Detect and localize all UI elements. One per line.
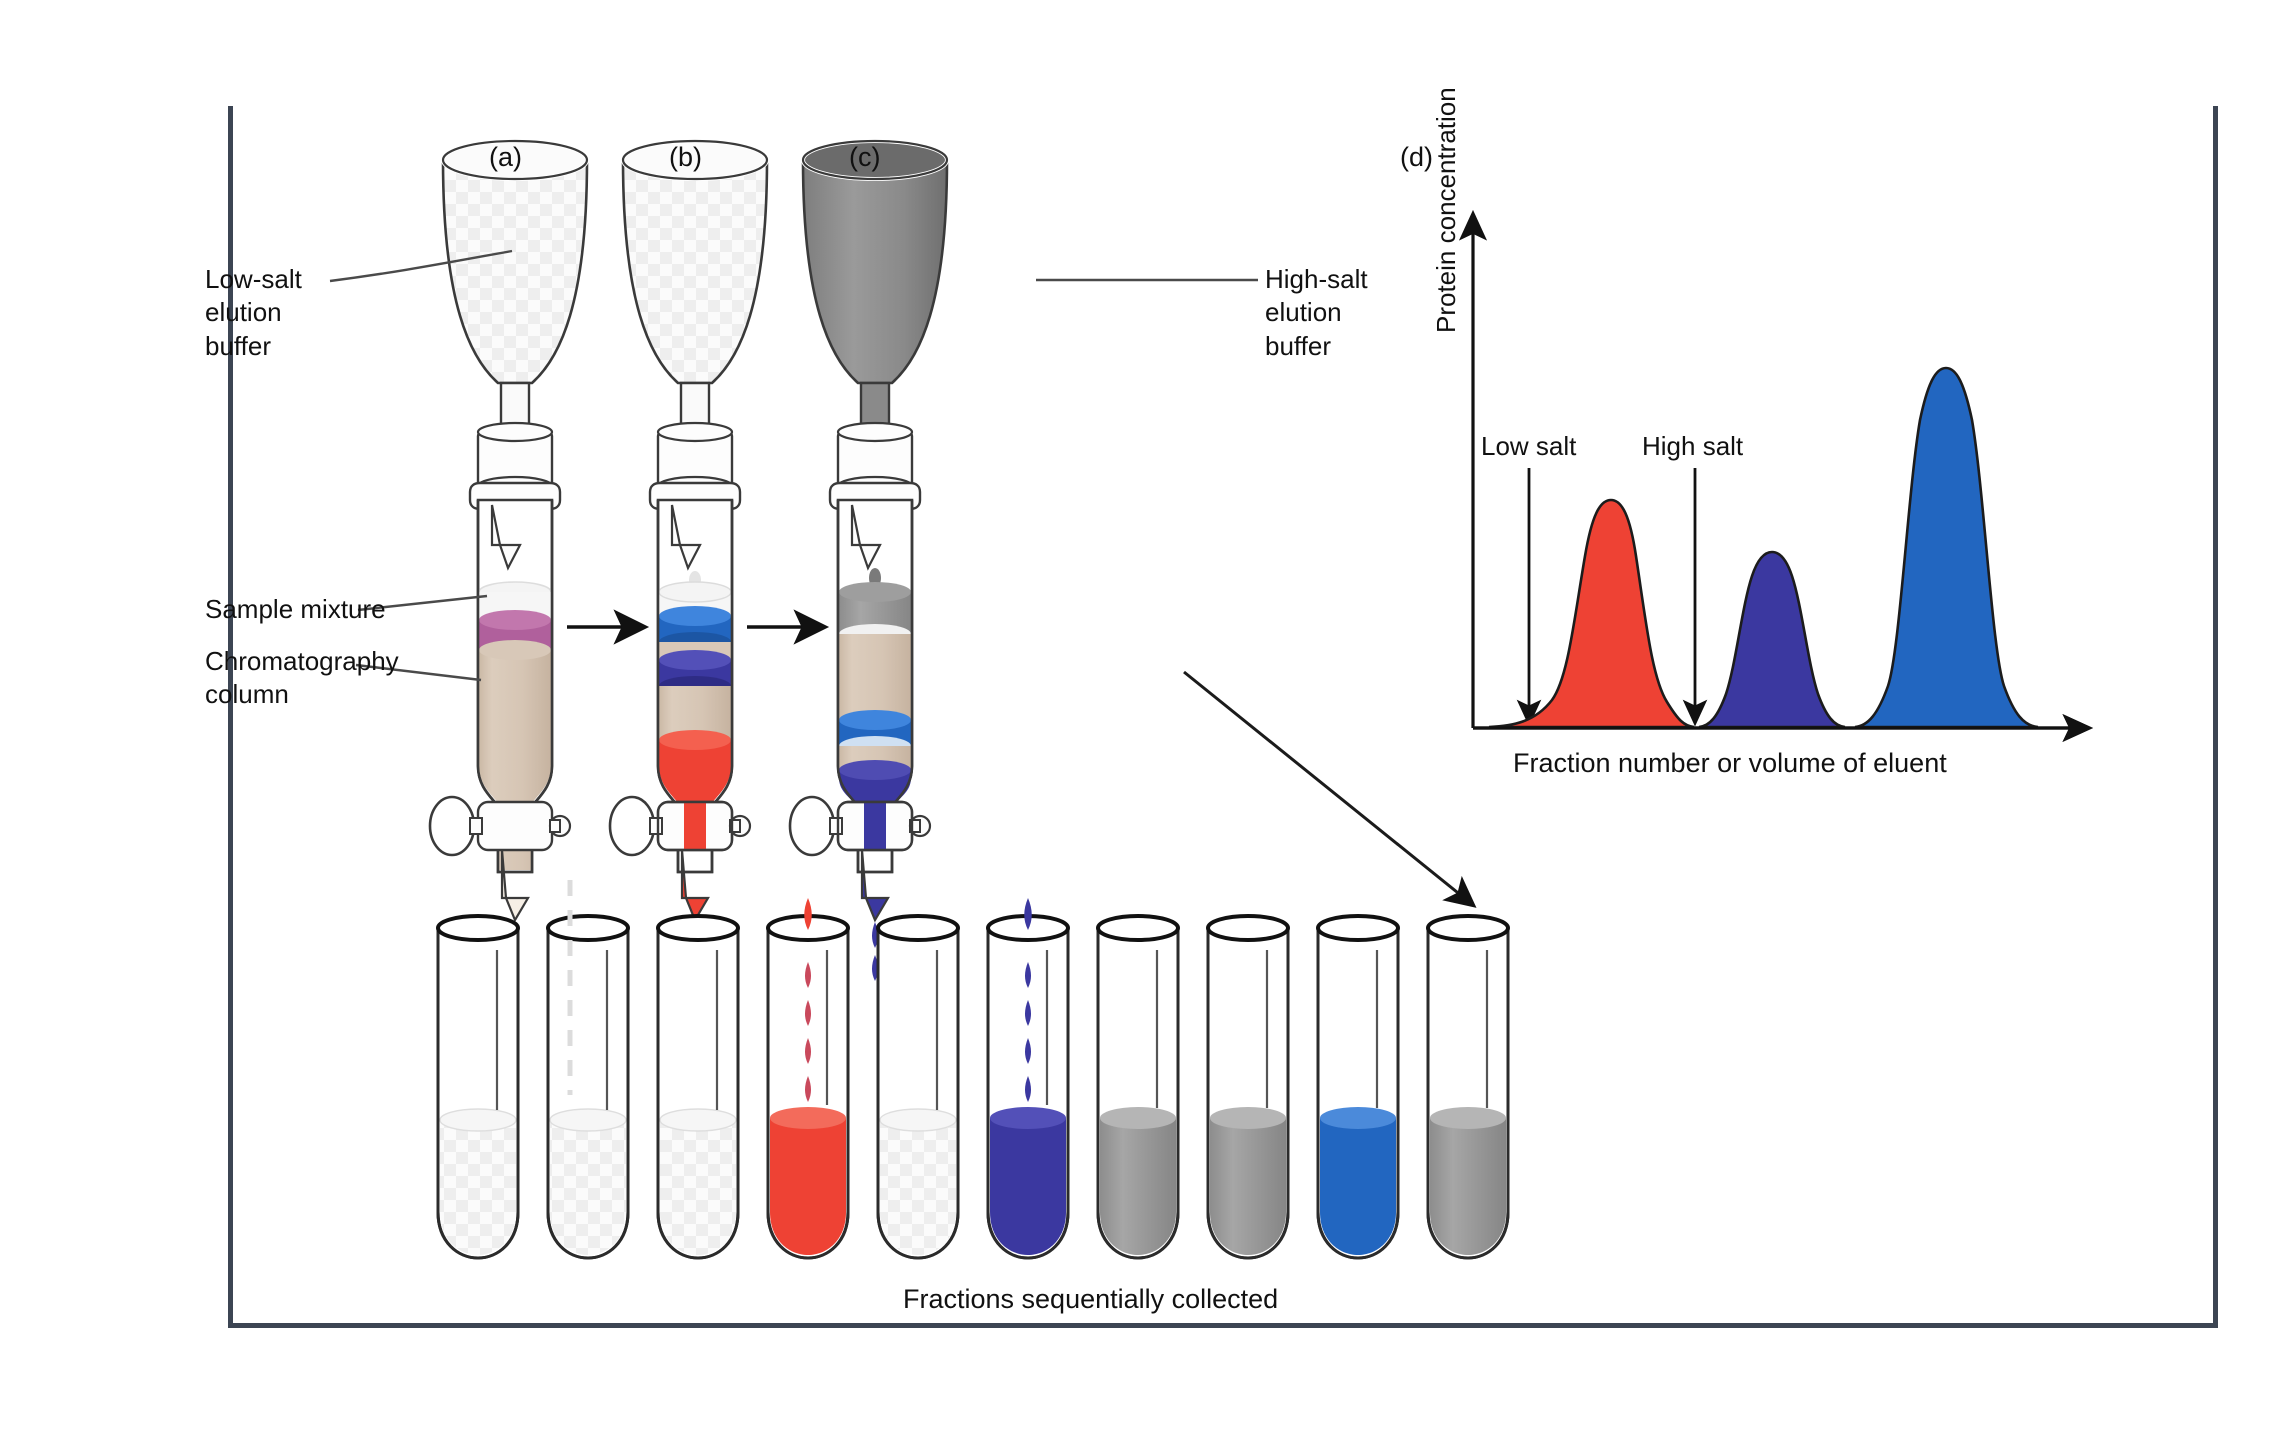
chart-annotation-high-salt: High salt xyxy=(1642,431,1744,461)
fractions-caption: Fractions sequentially collected xyxy=(903,1284,1279,1314)
chart-annotation-low-salt: Low salt xyxy=(1481,431,1577,461)
panel-tag-b: (b) xyxy=(669,142,702,172)
panel-tag-c: (c) xyxy=(849,142,881,172)
chart-y-axis-label: Protein concentration xyxy=(1431,87,1461,333)
figure-border xyxy=(228,106,2218,1328)
panel-tag-a: (a) xyxy=(489,142,522,172)
panel-tag-d: (d) xyxy=(1400,142,1433,172)
label-chromatography-column: Chromatography column xyxy=(205,646,399,710)
chart-x-axis-label: Fraction number or volume of eluent xyxy=(1513,748,1947,778)
label-low-salt-elution-buffer: Low-salt elution buffer xyxy=(205,264,302,361)
label-sample-mixture: Sample mixture xyxy=(205,594,386,624)
label-high-salt-elution-buffer: High-salt elution buffer xyxy=(1265,264,1368,361)
